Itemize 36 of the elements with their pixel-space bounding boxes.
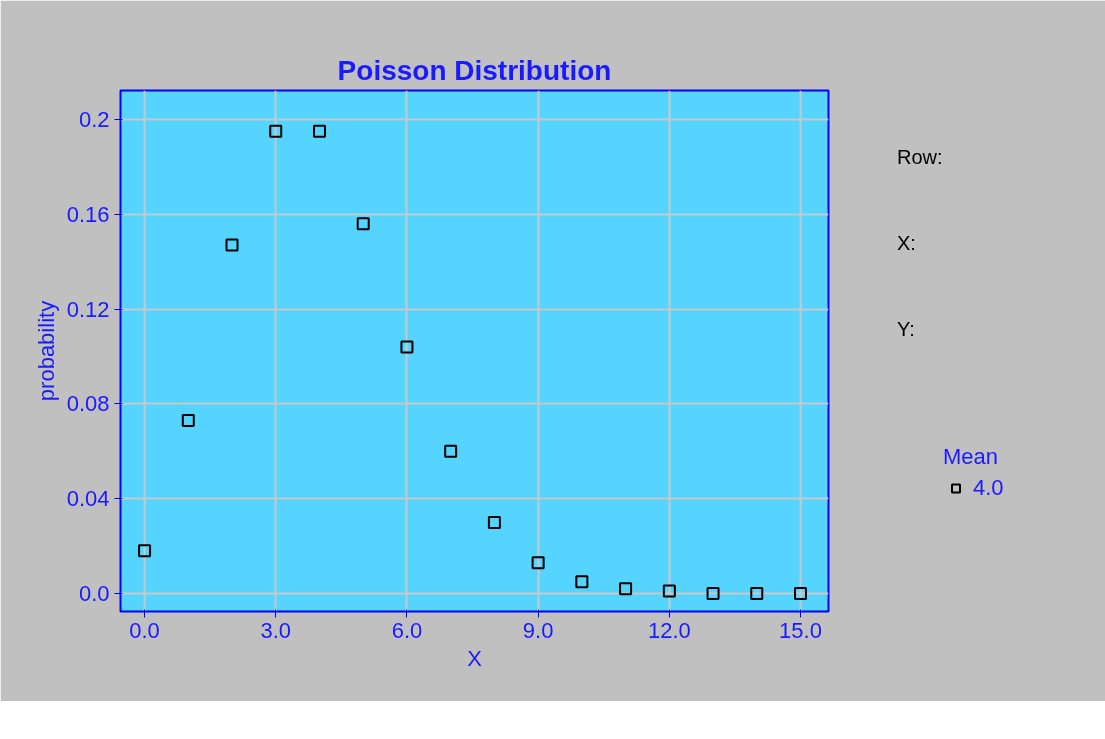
x-tick-label: 12.0 (647, 617, 691, 643)
x-axis-title: X (467, 645, 483, 671)
point (225, 238, 239, 252)
text: X: (897, 232, 916, 255)
x-tick-label: 9.0 (522, 617, 554, 643)
point (400, 340, 414, 354)
legend-label: 4.0 (973, 475, 1004, 501)
point (487, 515, 501, 529)
chart-title: Poisson Distribution (337, 54, 612, 86)
point (444, 444, 458, 458)
y-tick-label: 0.16 (66, 201, 110, 227)
y-axis-title: probability (33, 300, 59, 402)
legend-title: Mean (943, 444, 1000, 470)
point (181, 413, 195, 427)
point (706, 586, 720, 600)
text: Y: (897, 318, 915, 341)
y-tick-label: 0.12 (66, 296, 110, 322)
point (619, 582, 633, 596)
x-tick-label: 15.0 (779, 617, 822, 643)
x-tick-label: 3.0 (260, 617, 292, 643)
point (269, 124, 283, 138)
x-tick-label: 6.0 (391, 617, 423, 643)
point (138, 544, 152, 558)
y-tick-label: 0.04 (66, 486, 110, 512)
point (531, 556, 545, 570)
point (575, 575, 589, 589)
y-tick-label: 0.0 (78, 580, 110, 606)
point (750, 586, 764, 600)
point (794, 586, 808, 600)
point (662, 584, 676, 598)
point (356, 217, 370, 231)
y-tick-label: 0.08 (66, 391, 110, 417)
x-tick-label: 0.0 (129, 617, 160, 643)
point (312, 124, 326, 138)
text: Row: (897, 146, 943, 169)
y-tick-label: 0.2 (78, 106, 110, 132)
